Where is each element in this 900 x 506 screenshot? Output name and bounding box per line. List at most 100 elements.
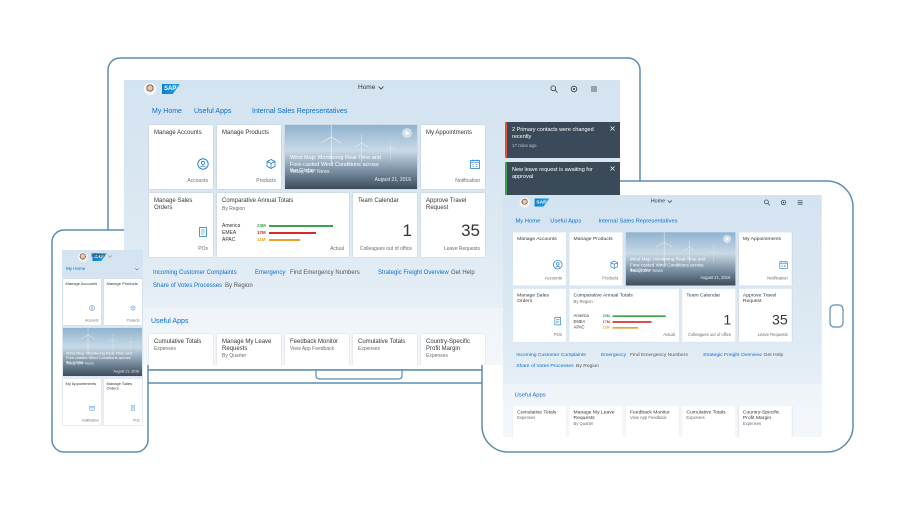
link[interactable]: Strategic Freight Overview [703, 352, 762, 358]
tab[interactable]: My Home [515, 218, 541, 225]
link[interactable]: Incoming Customer Complaints [153, 270, 237, 276]
tile[interactable]: Wind Map: Monitoring Real-Time and Fore-… [625, 232, 736, 286]
tile-title: Manage Accounts [65, 281, 98, 287]
search-icon[interactable] [550, 85, 558, 93]
app-tile[interactable]: Cumulative Totals Expenses [512, 405, 567, 437]
tile-title: My Appointments [65, 381, 97, 387]
search-icon[interactable] [764, 199, 771, 206]
home-menu[interactable]: Home [650, 198, 666, 205]
close-icon[interactable] [610, 166, 615, 171]
app-title: Cumulative Totals [358, 339, 406, 345]
home-menu[interactable]: Home [91, 253, 106, 259]
tab[interactable]: Internal Sales Representatives [252, 108, 348, 115]
link[interactable]: Strategic Freight Overview [378, 270, 449, 276]
tile-title: Manage Sales Orders [517, 292, 549, 304]
tile[interactable]: My Appointments Notification [63, 379, 101, 425]
app-tile[interactable]: Feedback Monitor View App Feedback [625, 405, 679, 437]
bar-label: America [573, 313, 589, 319]
tile[interactable]: Manage Sales Orders POs [512, 288, 567, 342]
link[interactable]: Share of Votes Processes [516, 363, 574, 369]
tile[interactable]: Team Calendar 1 Colleagues out of office [682, 288, 736, 342]
tile-icon [610, 260, 618, 269]
logo: SAP [162, 84, 180, 94]
tab[interactable]: Internal Sales Representatives [598, 218, 678, 225]
bar [612, 320, 652, 323]
tile[interactable]: My Appointments Notification [421, 125, 485, 189]
bar-label: EMEA [222, 230, 237, 236]
close-icon[interactable] [610, 126, 615, 131]
link-subtitle: By Region [225, 283, 253, 289]
app-tile[interactable]: Manage My Leave Requests By Quarter [217, 334, 281, 365]
tab[interactable]: My Home [66, 266, 86, 271]
link-subtitle: Get Help [451, 270, 475, 276]
link-subtitle: Find Emergency Numbers [629, 352, 688, 358]
menu-icon[interactable] [590, 85, 598, 93]
bar-value-label: 23M [602, 313, 610, 318]
tile[interactable]: Wind Map: Monitoring Real-Time and Fore-… [285, 125, 417, 189]
avatar[interactable] [519, 197, 530, 208]
tile[interactable]: Manage Accounts Accounts [512, 232, 567, 286]
app-tile[interactable]: Cumulative Totals Expenses [353, 334, 417, 365]
kpi-number: 1 [723, 312, 732, 328]
tile[interactable]: Comparative Annual Totals By Region Americ… [217, 193, 349, 257]
app-subtitle: View App Feedback [290, 346, 335, 352]
tile[interactable]: Team Calendar 1 Colleagues out of office [353, 193, 417, 257]
link[interactable]: Share of Votes Processes [153, 283, 223, 289]
tile[interactable]: Manage Accounts Accounts [63, 279, 101, 325]
tile[interactable]: Wind Map: Monitoring Real-Time and Fore-… [63, 328, 142, 376]
app-tile[interactable]: Country-Specific Profit Margin Expenses [738, 405, 792, 437]
link[interactable]: Emergency [255, 270, 286, 276]
home-menu[interactable]: Home [358, 84, 376, 91]
settings-icon[interactable] [570, 85, 578, 93]
tile-footer: Colleagues out of office [359, 246, 412, 252]
tile-icon [779, 260, 788, 269]
tab[interactable]: My Home [152, 108, 182, 115]
app-tile[interactable]: Cumulative Totals Expenses [682, 405, 736, 437]
chevron [107, 255, 112, 258]
tile[interactable]: Approve Travel Request 35 Leave Requests [421, 193, 485, 257]
app-title: Country-Specific Profit Margin [742, 409, 780, 421]
notification-time: 17 mins ago [512, 143, 537, 148]
tile-title: Approve Travel Request [426, 198, 467, 211]
tile-title: My Appointments [426, 130, 473, 136]
tile[interactable]: Manage Sales Orders POs [149, 193, 213, 257]
tile-footer: Notification [82, 419, 99, 423]
app-subtitle: Expenses [154, 346, 176, 352]
app-subtitle: Expenses [426, 353, 448, 359]
notification[interactable]: 2 Primary contacts were changed recently… [505, 122, 620, 158]
app-tile[interactable]: Country-Specific Profit Margin Expenses [421, 334, 485, 365]
tab[interactable]: Useful Apps [194, 108, 232, 115]
tile[interactable]: Manage Products Products [217, 125, 281, 189]
phone-launchpad: SAP Home My Home Manage Accounts Accounts Man… [62, 250, 143, 426]
tile-title: Team Calendar [686, 292, 721, 298]
tile-icon [470, 159, 480, 169]
tile-footer: Notification [767, 276, 788, 282]
tile[interactable]: Approve Travel Request 35 Leave Requests [738, 288, 792, 342]
app-tile[interactable]: Feedback Monitor View App Feedback [285, 334, 349, 365]
link[interactable]: Emergency [600, 352, 627, 358]
tab[interactable]: Useful Apps [550, 218, 582, 225]
tile-footer: Notification [455, 178, 480, 184]
tile-icon [131, 405, 135, 411]
avatar[interactable] [78, 252, 88, 262]
tile-icon [197, 158, 209, 170]
link-subtitle: By Region [576, 363, 600, 369]
tile[interactable]: Comparative Annual Totals By Region Americ… [569, 288, 679, 342]
tablet-screen: SAP Home My Home Useful Apps Internal Sales … [503, 195, 822, 437]
kpi-number: 1 [402, 221, 412, 240]
menu-icon[interactable] [797, 199, 804, 206]
tile[interactable]: Manage Products Products [569, 232, 623, 286]
tile-title: Comparative Annual Totals [222, 198, 294, 204]
tile[interactable]: My Appointments Notification [738, 232, 792, 286]
settings-icon[interactable] [780, 199, 787, 206]
tile[interactable]: Manage Accounts Accounts [149, 125, 213, 189]
notification[interactable]: New leave request is awaiting for approv… [505, 162, 620, 198]
app-tile[interactable]: Cumulative Totals Expenses [149, 334, 213, 365]
chevron [135, 268, 139, 271]
tile[interactable]: Manage Sales Orders POs [104, 379, 142, 425]
link[interactable]: Incoming Customer Complaints [516, 352, 586, 358]
app-tile[interactable]: Manage My Leave Requests By Quarter [569, 405, 623, 437]
avatar[interactable] [144, 83, 156, 95]
tile[interactable]: Manage Products Products [104, 279, 142, 325]
tile-title: Approve Travel Request [742, 292, 777, 304]
